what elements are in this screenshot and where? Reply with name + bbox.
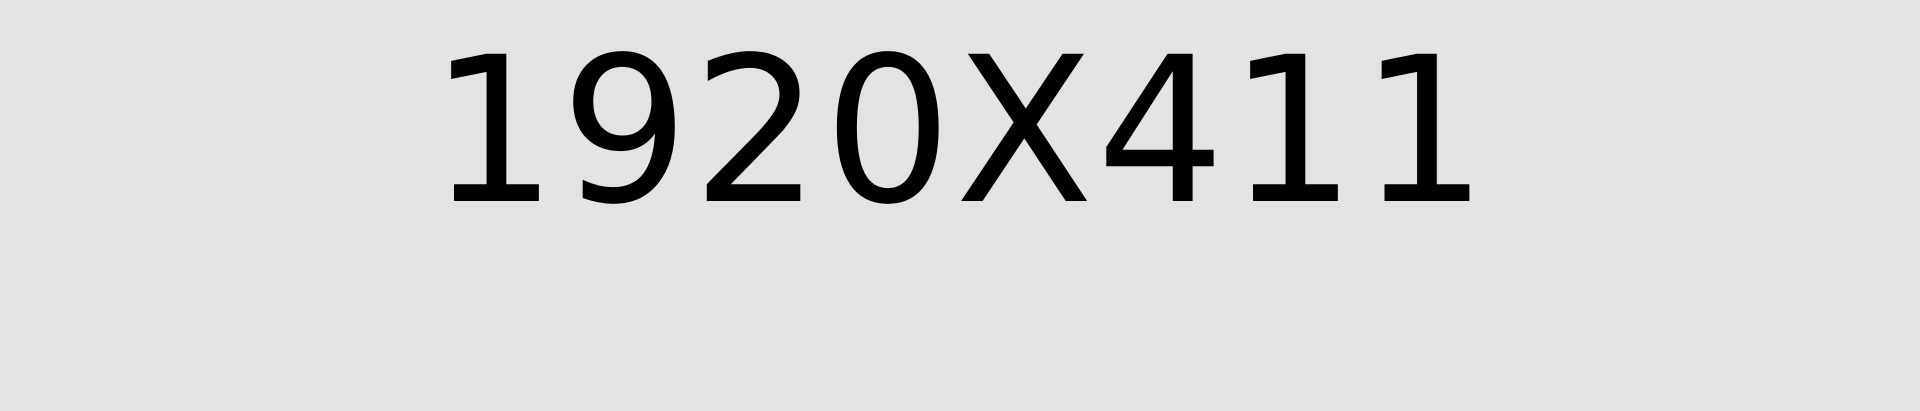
- dimension-label: 1920X411: [428, 13, 1491, 249]
